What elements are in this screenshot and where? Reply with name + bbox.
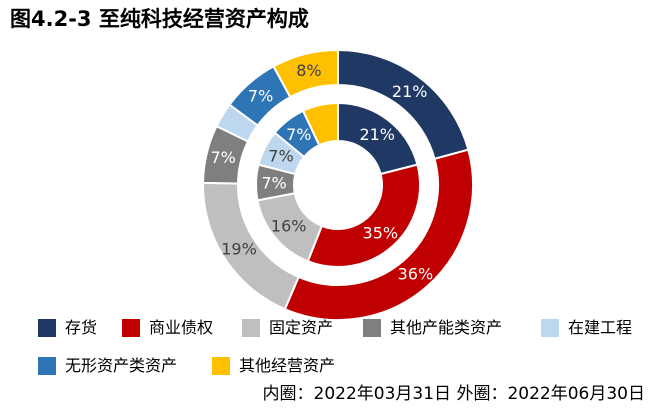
legend-label-other-capacity-assets: 其他产能类资产 [390,318,503,337]
outer-label-fixed-assets: 19% [221,240,257,259]
outer-label-receivables: 36% [398,265,434,284]
legend-label-other-operating-assets: 其他经营资产 [239,356,336,375]
inner-label-other-capacity-assets: 7% [261,173,286,192]
outer-label-inventory: 21% [392,82,428,101]
legend-swatch-construction [541,319,559,337]
outer-label-other-operating-assets: 8% [296,61,321,80]
legend-item-other-capacity-assets: 其他产能类资产 [363,316,502,340]
outer-label-other-capacity-assets: 7% [211,148,236,167]
legend-item-fixed-assets: 固定资产 [242,316,333,340]
legend-swatch-intangible-assets [38,357,56,375]
donut-chart: 21% 35% 16% 7% 7% 7% 21% 36% 19% 7% 7% 8% [202,48,474,321]
legend-swatch-other-operating-assets [212,357,230,375]
legend-swatch-fixed-assets [242,319,260,337]
legend-label-construction: 在建工程 [568,318,633,337]
chart-title: 图4.2-3 至纯科技经营资产构成 [10,7,309,31]
outer-label-intangible-assets: 7% [248,86,273,105]
inner-label-intangible-assets: 7% [286,125,311,144]
outer-slice-receivables [283,148,474,321]
legend-label-receivables: 商业债权 [149,318,214,337]
legend-item-intangible-assets: 无形资产类资产 [38,354,177,378]
legend-row-1: 存货 商业债权 固定资产 其他产能类资产 在建工程 [38,316,658,340]
inner-label-inventory: 21% [359,125,395,144]
legend-swatch-inventory [38,319,56,337]
legend-item-construction: 在建工程 [541,316,632,340]
legend-item-receivables: 商业债权 [122,316,213,340]
inner-label-construction: 7% [268,146,293,165]
inner-label-receivables: 35% [363,224,399,243]
inner-slice-other-operating-assets [301,101,339,147]
outer-slice-other-operating-assets [272,48,339,99]
legend-item-other-operating-assets: 其他经营资产 [212,354,335,378]
legend-row-2: 无形资产类资产 其他经营资产 [38,354,658,378]
legend-item-inventory: 存货 [38,316,97,340]
legend-label-intangible-assets: 无形资产类资产 [65,356,178,375]
legend-swatch-other-capacity-assets [363,319,381,337]
ring-date-note: 内圈：2022年03月31日 外圈：2022年06月30日 [262,384,645,404]
legend-label-fixed-assets: 固定资产 [269,318,334,337]
inner-label-fixed-assets: 16% [271,216,307,235]
legend-label-inventory: 存货 [65,318,98,337]
inner-slice-receivables [306,163,421,268]
legend-swatch-receivables [122,319,140,337]
